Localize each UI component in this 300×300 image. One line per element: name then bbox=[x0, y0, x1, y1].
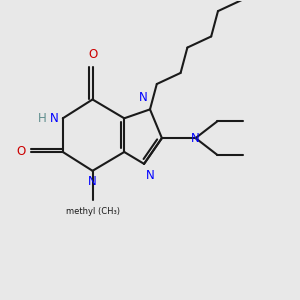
Text: N: N bbox=[88, 175, 97, 188]
Text: H: H bbox=[38, 112, 47, 125]
Text: N: N bbox=[50, 112, 59, 125]
Text: O: O bbox=[88, 48, 97, 61]
Text: N: N bbox=[146, 169, 155, 182]
Text: N: N bbox=[191, 132, 200, 145]
Text: O: O bbox=[16, 146, 25, 158]
Text: methyl (CH₃): methyl (CH₃) bbox=[65, 208, 119, 217]
Text: N: N bbox=[139, 92, 148, 104]
